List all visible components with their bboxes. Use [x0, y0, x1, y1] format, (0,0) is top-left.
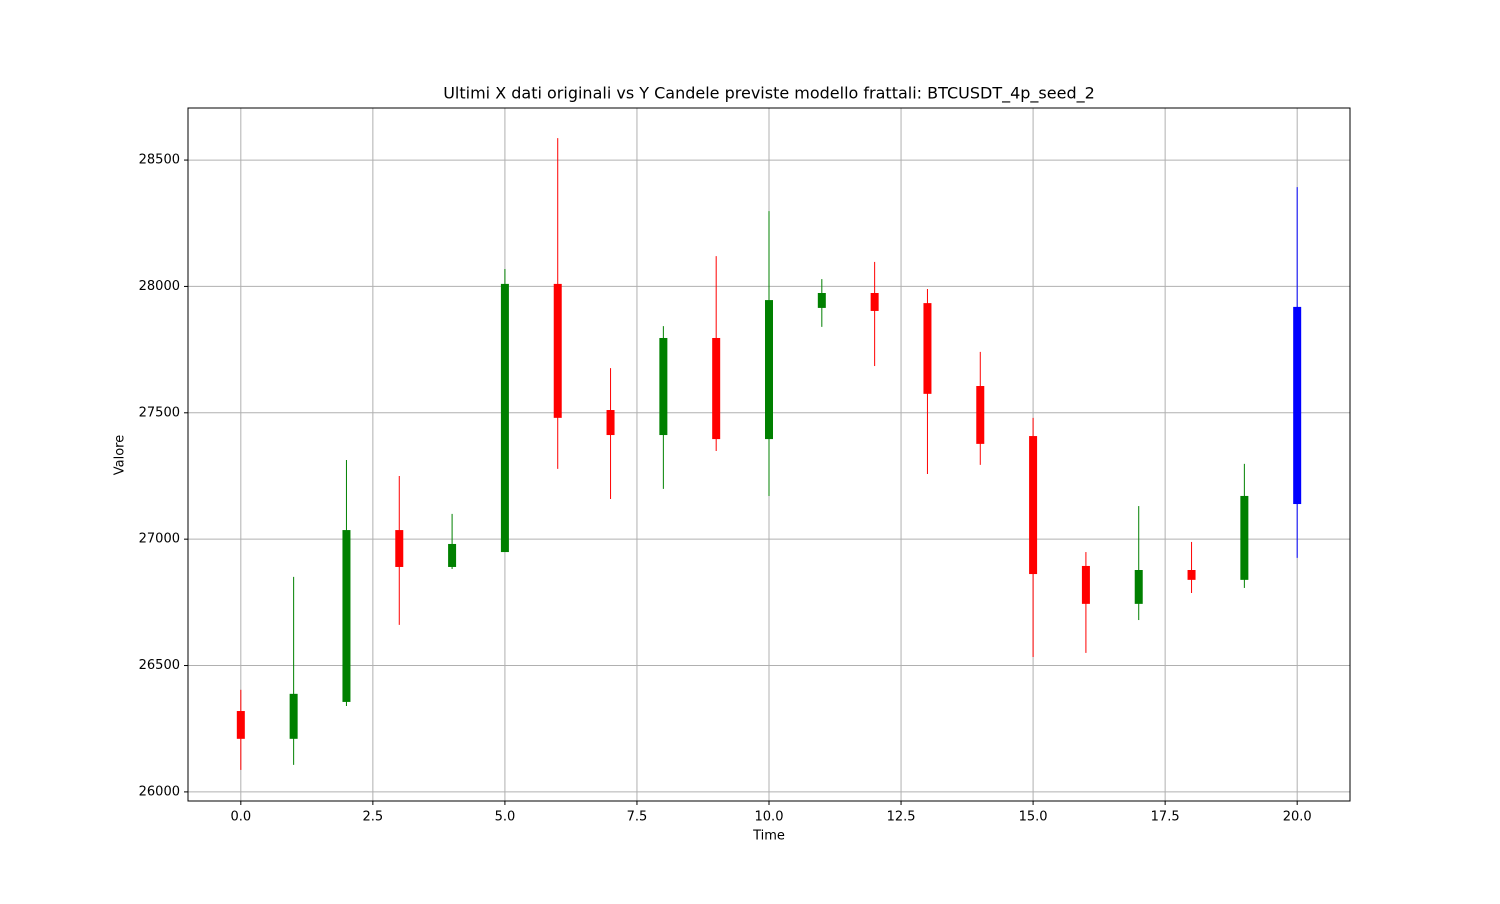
- x-tick-label: 15.0: [1019, 810, 1048, 825]
- y-tick-label: 28500: [139, 153, 180, 168]
- x-tick-label: 7.5: [627, 810, 648, 825]
- candle-body: [923, 303, 932, 394]
- x-tick-label: 20.0: [1283, 810, 1312, 825]
- candle-body: [1029, 436, 1038, 575]
- candle-body: [712, 337, 721, 440]
- candle-body: [870, 293, 879, 311]
- candle-body: [1134, 570, 1143, 604]
- x-tick-label: 2.5: [363, 810, 384, 825]
- candle-body: [659, 337, 668, 436]
- candle-body: [765, 300, 773, 440]
- candle-body: [236, 711, 245, 739]
- x-tick-label: 17.5: [1151, 810, 1180, 825]
- candle-body: [606, 410, 615, 436]
- y-tick-label: 26000: [139, 784, 180, 799]
- y-tick-label: 27500: [139, 405, 180, 420]
- candle-body: [1187, 570, 1196, 580]
- y-axis-label: Valore: [113, 435, 128, 475]
- candle-body: [395, 530, 404, 567]
- candle-body: [553, 283, 562, 418]
- x-tick-label: 12.5: [887, 810, 916, 825]
- x-tick-label: 0.0: [230, 810, 251, 825]
- x-axis-label: Time: [752, 829, 785, 844]
- y-tick-label: 26500: [139, 658, 180, 673]
- plot-frame: [187, 107, 1351, 802]
- y-tick-label: 27000: [139, 532, 180, 547]
- candle-body: [448, 543, 457, 567]
- candle-body: [1293, 306, 1302, 505]
- x-tick-label: 5.0: [495, 810, 516, 825]
- y-tick-label: 28000: [139, 279, 180, 294]
- candle-body: [289, 693, 298, 739]
- candle-body: [817, 293, 826, 308]
- candle-body: [500, 283, 509, 553]
- candle-body: [1240, 495, 1249, 580]
- x-tick-label: 10.0: [755, 810, 784, 825]
- chart-title: Ultimi X dati originali vs Y Candele pre…: [443, 84, 1095, 104]
- candle-body: [976, 386, 985, 444]
- candle-body: [1081, 565, 1090, 604]
- candle-body: [342, 530, 351, 702]
